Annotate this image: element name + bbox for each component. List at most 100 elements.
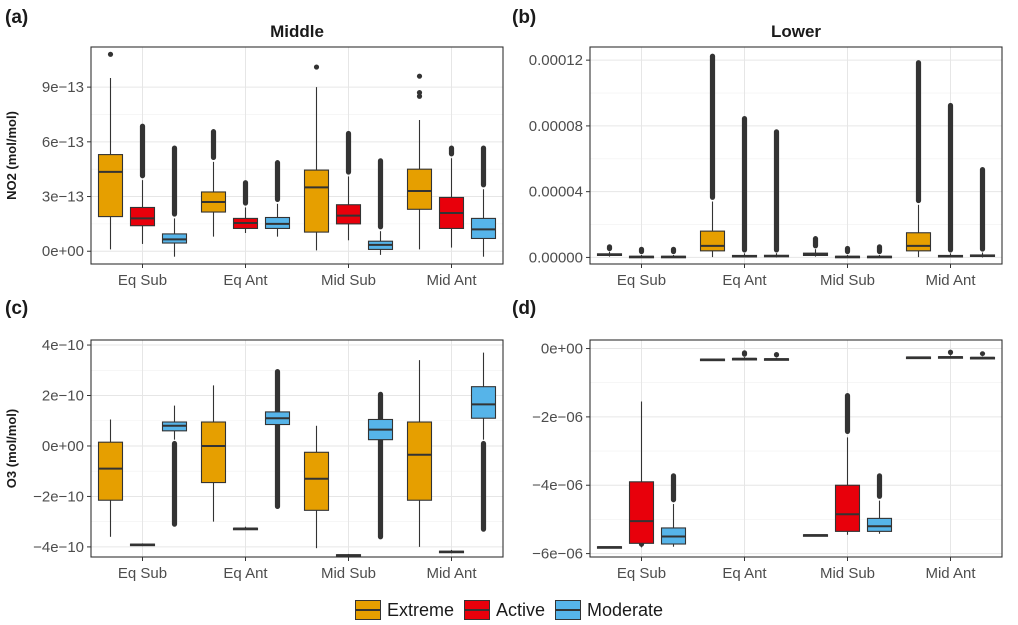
outlier-points	[242, 180, 249, 206]
y-tick-label: 0e+00	[541, 341, 583, 358]
legend-item-moderate: Moderate	[555, 600, 663, 621]
box-active-eq-ant	[731, 116, 758, 258]
outlier-points	[670, 246, 677, 255]
x-tick-label: Eq Sub	[118, 272, 167, 289]
y-tick-label: 0.00012	[529, 52, 583, 69]
box-active-mid-ant	[438, 145, 465, 248]
y-tick-label: −4e−06	[532, 477, 583, 494]
box-iqr	[905, 232, 932, 252]
y-axis-label: NO2 (mol/mol)	[4, 111, 19, 200]
box-moderate-eq-sub	[161, 405, 188, 527]
outlier-point	[416, 93, 423, 99]
outlier-points	[876, 473, 883, 499]
y-tick-label: 3e−13	[42, 189, 84, 206]
box-active-mid-ant	[937, 102, 964, 258]
box-iqr	[97, 441, 124, 501]
box-moderate-eq-ant	[763, 129, 790, 258]
box-moderate-mid-sub	[866, 244, 893, 259]
legend-swatch-extreme	[354, 600, 381, 620]
box-active-mid-ant	[937, 349, 964, 359]
y-tick-label: −2e−06	[532, 409, 583, 426]
panel-b: 0.00000 0.00004 0.00008 0.00012 Eq Sub Eq Ant…	[512, 7, 1003, 289]
box-active-mid-ant	[438, 549, 465, 554]
plot-background	[590, 340, 1002, 557]
y-tick-label: 4e−10	[42, 337, 84, 354]
plot-background	[91, 47, 503, 264]
outlier-points	[606, 244, 613, 252]
box-extreme-mid-sub	[802, 236, 829, 257]
legend-label-extreme: Extreme	[386, 599, 454, 620]
outlier-points	[947, 102, 954, 253]
outlier-points	[947, 349, 954, 356]
box-iqr	[470, 386, 497, 419]
x-tick-label: Eq Ant	[223, 565, 268, 582]
box-extreme-mid-sub	[303, 64, 330, 251]
box-moderate-eq-ant	[763, 351, 790, 361]
y-tick-label: 0.00008	[529, 118, 583, 135]
box-iqr	[406, 421, 433, 501]
outlier-point	[416, 89, 423, 96]
box-extreme-eq-ant	[200, 129, 227, 237]
outlier-points	[773, 129, 780, 253]
box-iqr	[303, 451, 330, 511]
x-tick-label: Mid Ant	[925, 272, 976, 289]
box-moderate-mid-ant	[969, 351, 996, 360]
box-iqr	[129, 206, 156, 227]
y-tick-label: 0e+00	[42, 438, 84, 455]
x-tick-label: Eq Sub	[118, 565, 167, 582]
panel-border	[589, 339, 1003, 558]
box-active-eq-sub	[628, 401, 655, 548]
y-tick-label: 9e−13	[42, 79, 84, 96]
box-extreme-eq-ant	[699, 53, 726, 258]
box-moderate-mid-ant	[470, 352, 497, 532]
y-tick-label: 6e−13	[42, 134, 84, 151]
box-extreme-eq-sub	[596, 546, 623, 549]
panel-title: Middle	[270, 22, 324, 41]
y-tick-label: 0.00004	[529, 184, 583, 201]
box-moderate-eq-ant	[264, 160, 291, 237]
outlier-points	[844, 392, 851, 434]
box-moderate-mid-sub	[866, 473, 893, 534]
x-tick-label: Mid Sub	[820, 565, 875, 582]
box-active-eq-sub	[129, 123, 156, 244]
box-extreme-mid-sub	[303, 425, 330, 549]
legend-item-active: Active	[463, 600, 545, 621]
box-active-mid-sub	[834, 392, 861, 535]
y-tick-label: 0.00000	[529, 249, 583, 266]
box-extreme-eq-sub	[97, 419, 124, 537]
box-extreme-mid-ant	[406, 73, 433, 250]
box-iqr	[834, 484, 861, 532]
outlier-points	[812, 236, 819, 249]
box-active-eq-ant	[731, 350, 758, 361]
x-tick-label: Eq Sub	[617, 272, 666, 289]
outlier-points	[171, 440, 178, 527]
x-tick-label: Eq Ant	[223, 272, 268, 289]
panel-border	[90, 46, 504, 265]
box-active-mid-sub	[335, 130, 362, 241]
x-tick-label: Eq Sub	[617, 565, 666, 582]
box-extreme-eq-sub	[97, 51, 124, 250]
box-iqr	[406, 168, 433, 210]
panel-a: 0e+00 3e−13 6e−13 9e−13 Eq Sub Eq Ant Mid Sub M…	[4, 7, 504, 289]
outlier-points	[915, 60, 922, 204]
box-extreme-eq-sub	[596, 244, 623, 257]
box-active-eq-ant	[232, 526, 259, 531]
box-iqr	[699, 230, 726, 252]
legend: Extreme Active Moderate	[0, 598, 1018, 622]
panel-border	[90, 339, 504, 558]
legend-swatch-active	[463, 600, 490, 620]
box-active-eq-sub	[129, 543, 156, 547]
outlier-points	[773, 351, 780, 358]
box-moderate-mid-sub	[367, 391, 394, 540]
panel-title: Lower	[771, 22, 821, 41]
y-axis-label: O3 (mol/mol)	[4, 409, 19, 488]
plot-background	[590, 47, 1002, 264]
box-iqr	[866, 517, 893, 532]
outlier-points	[480, 145, 487, 188]
box-iqr	[335, 204, 362, 225]
legend-label-moderate: Moderate	[587, 599, 664, 620]
legend-item-extreme: Extreme	[354, 599, 454, 621]
box-extreme-eq-ant	[699, 358, 726, 362]
box-moderate-eq-sub	[660, 246, 687, 259]
